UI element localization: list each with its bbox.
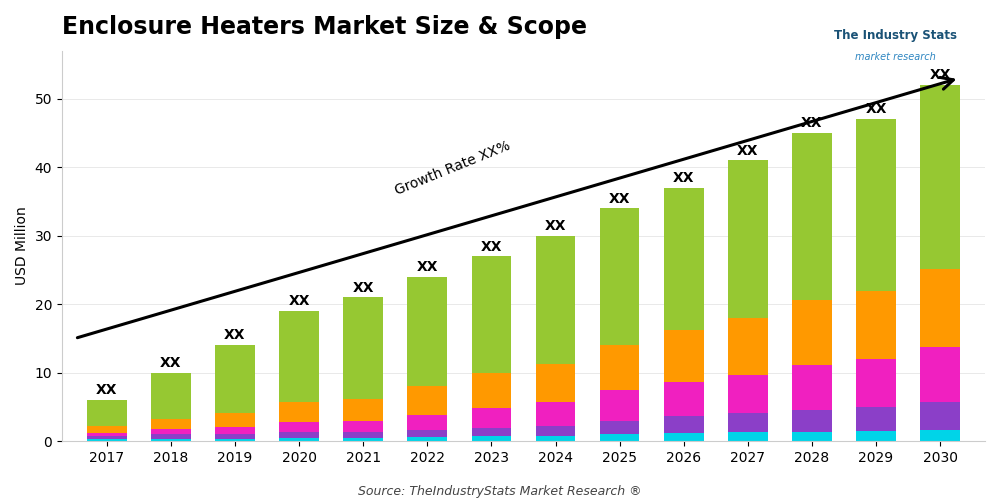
Bar: [536, 436, 575, 442]
Bar: [87, 436, 127, 439]
Bar: [920, 85, 960, 268]
Bar: [215, 427, 255, 434]
Bar: [728, 432, 768, 442]
Bar: [728, 160, 768, 318]
Bar: [920, 402, 960, 429]
Bar: [343, 438, 383, 442]
Text: Growth Rate XX%: Growth Rate XX%: [393, 139, 513, 198]
Bar: [600, 346, 639, 390]
Text: XX: XX: [609, 192, 630, 205]
Bar: [87, 426, 127, 433]
Bar: [472, 428, 511, 436]
Bar: [664, 433, 704, 442]
Bar: [728, 413, 768, 432]
Text: market research: market research: [855, 52, 935, 62]
Bar: [664, 330, 704, 382]
Bar: [343, 432, 383, 438]
Text: XX: XX: [352, 280, 374, 294]
Text: XX: XX: [865, 102, 887, 117]
Bar: [407, 415, 447, 430]
Bar: [920, 348, 960, 402]
Bar: [151, 438, 191, 442]
Bar: [151, 418, 191, 429]
Y-axis label: USD Million: USD Million: [15, 206, 29, 286]
Bar: [215, 344, 255, 413]
Bar: [472, 436, 511, 442]
Text: Enclosure Heaters Market Size & Scope: Enclosure Heaters Market Size & Scope: [62, 15, 587, 39]
Bar: [728, 318, 768, 376]
Bar: [343, 420, 383, 432]
Bar: [856, 290, 896, 359]
Text: XX: XX: [288, 294, 310, 308]
Bar: [600, 434, 639, 442]
Bar: [87, 439, 127, 442]
Bar: [151, 429, 191, 434]
Bar: [343, 399, 383, 420]
Text: XX: XX: [96, 384, 118, 398]
Bar: [215, 434, 255, 438]
Bar: [664, 188, 704, 330]
Bar: [920, 268, 960, 347]
Bar: [664, 382, 704, 416]
Bar: [856, 119, 896, 290]
Text: The Industry Stats: The Industry Stats: [834, 28, 956, 42]
Bar: [87, 400, 127, 426]
Bar: [215, 438, 255, 442]
Text: XX: XX: [801, 116, 823, 130]
Bar: [792, 300, 832, 365]
Bar: [407, 277, 447, 386]
Bar: [600, 390, 639, 420]
Text: XX: XX: [929, 68, 951, 82]
Text: XX: XX: [673, 171, 694, 185]
Bar: [407, 386, 447, 415]
Bar: [856, 407, 896, 431]
Bar: [792, 365, 832, 410]
Bar: [87, 433, 127, 436]
Bar: [792, 432, 832, 442]
Text: XX: XX: [417, 260, 438, 274]
Bar: [536, 364, 575, 402]
Bar: [279, 402, 319, 422]
Text: XX: XX: [545, 219, 566, 233]
Bar: [279, 432, 319, 438]
Text: XX: XX: [224, 328, 246, 342]
Bar: [472, 256, 511, 374]
Bar: [920, 430, 960, 442]
Bar: [472, 374, 511, 408]
Bar: [600, 420, 639, 434]
Bar: [600, 208, 639, 346]
Bar: [279, 438, 319, 442]
Bar: [728, 376, 768, 413]
Text: XX: XX: [737, 144, 759, 158]
Bar: [536, 426, 575, 436]
Bar: [407, 430, 447, 437]
Bar: [215, 413, 255, 427]
Bar: [279, 311, 319, 402]
Bar: [536, 236, 575, 364]
Text: XX: XX: [481, 240, 502, 254]
Bar: [151, 434, 191, 438]
Bar: [472, 408, 511, 428]
Bar: [856, 359, 896, 407]
Bar: [856, 431, 896, 442]
Bar: [279, 422, 319, 432]
Bar: [407, 437, 447, 442]
Bar: [664, 416, 704, 433]
Text: Source: TheIndustryStats Market Research ®: Source: TheIndustryStats Market Research…: [358, 484, 642, 498]
Bar: [792, 133, 832, 300]
Bar: [536, 402, 575, 425]
Bar: [151, 372, 191, 418]
Bar: [792, 410, 832, 432]
Text: XX: XX: [160, 356, 182, 370]
Bar: [343, 298, 383, 399]
